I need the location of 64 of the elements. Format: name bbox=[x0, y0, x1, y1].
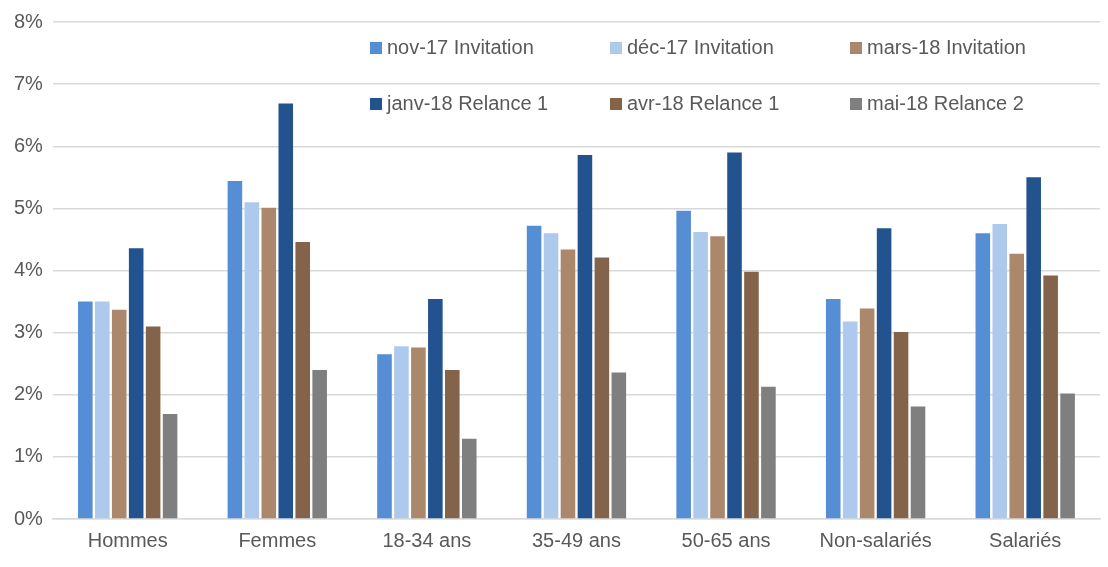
bar bbox=[128, 248, 144, 519]
legend-label: mai-18 Relance 2 bbox=[867, 91, 1024, 114]
y-tick-label: 6% bbox=[14, 133, 44, 156]
bar bbox=[261, 207, 277, 519]
bar bbox=[244, 202, 260, 519]
legend-label: déc-17 Invitation bbox=[627, 35, 774, 58]
bar bbox=[312, 369, 327, 519]
legend-label: avr-18 Relance 1 bbox=[627, 91, 780, 114]
bar bbox=[992, 223, 1008, 519]
x-tick-label: 50-65 ans bbox=[681, 528, 771, 551]
y-tick-label: 0% bbox=[14, 506, 44, 529]
bar bbox=[1043, 275, 1058, 519]
bar bbox=[910, 406, 926, 519]
y-tick-label: 3% bbox=[14, 320, 44, 343]
bar bbox=[278, 103, 294, 519]
bar bbox=[876, 228, 892, 519]
y-tick-label: 4% bbox=[14, 258, 44, 281]
bar bbox=[461, 438, 477, 519]
bar bbox=[693, 231, 708, 519]
bar bbox=[162, 414, 178, 519]
bar bbox=[394, 346, 409, 519]
bar bbox=[543, 233, 559, 519]
bar bbox=[411, 347, 426, 519]
x-tick-label: 18-34 ans bbox=[382, 528, 472, 551]
bar bbox=[611, 372, 627, 519]
bar bbox=[893, 332, 909, 519]
bar bbox=[859, 308, 875, 519]
y-tick-label: 8% bbox=[14, 9, 44, 32]
bar bbox=[676, 210, 691, 519]
bar bbox=[111, 309, 127, 519]
y-tick-label: 7% bbox=[14, 71, 44, 94]
bar bbox=[825, 299, 841, 519]
bar bbox=[428, 299, 443, 519]
bar bbox=[744, 271, 759, 519]
bar bbox=[727, 152, 742, 519]
bar bbox=[295, 241, 310, 519]
bar bbox=[842, 321, 858, 519]
bar bbox=[445, 369, 460, 519]
bar bbox=[526, 225, 542, 519]
y-tick-label: 1% bbox=[14, 444, 44, 467]
bar bbox=[1009, 253, 1025, 519]
y-tick-label: 2% bbox=[14, 382, 44, 405]
bar bbox=[78, 301, 93, 519]
bar bbox=[975, 233, 991, 519]
bar bbox=[1060, 393, 1075, 519]
legend-label: mars-18 Invitation bbox=[867, 35, 1026, 58]
bar bbox=[594, 257, 610, 519]
bar bbox=[577, 154, 593, 519]
bar bbox=[145, 326, 161, 519]
x-tick-label: 35-49 ans bbox=[531, 528, 621, 551]
legend-label: janv-18 Relance 1 bbox=[386, 91, 549, 114]
x-tick-label: Femmes bbox=[238, 528, 317, 551]
bar bbox=[377, 354, 392, 519]
bar bbox=[227, 181, 243, 519]
bar bbox=[1026, 177, 1041, 519]
x-tick-label: Hommes bbox=[87, 528, 168, 551]
y-tick-label: 5% bbox=[14, 195, 44, 218]
bar bbox=[761, 386, 776, 519]
legend-label: nov-17 Invitation bbox=[387, 35, 534, 58]
x-tick-label: Salariés bbox=[989, 528, 1062, 551]
bar bbox=[94, 301, 110, 519]
bar bbox=[560, 249, 576, 519]
bar bbox=[710, 236, 725, 519]
x-tick-label: Non-salariés bbox=[819, 528, 932, 551]
